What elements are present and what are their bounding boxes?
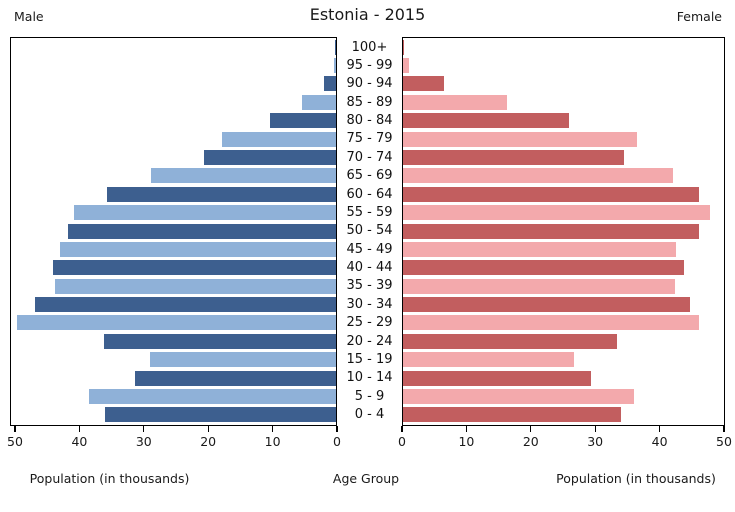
male-bar	[35, 297, 336, 313]
female-bar	[403, 333, 618, 349]
age-group-label: 60 - 64	[346, 186, 393, 202]
x-axis-tick	[78, 426, 81, 432]
male-bar	[151, 168, 336, 184]
x-axis-tick	[594, 426, 596, 432]
female-bar	[403, 278, 675, 294]
x-axis-tick-label: 40	[71, 434, 88, 449]
age-group-label: 45 - 49	[346, 241, 393, 257]
age-group-label: 15 - 19	[346, 351, 393, 367]
x-axis-tick	[336, 426, 338, 432]
female-bar	[403, 315, 700, 331]
female-bar	[403, 352, 575, 368]
x-axis-tick	[658, 426, 661, 432]
age-group-label: 95 - 99	[346, 57, 393, 73]
female-bar	[403, 168, 673, 184]
male-bar	[301, 94, 336, 110]
x-axis-tick-label: 50	[716, 434, 732, 449]
female-bar	[403, 186, 700, 202]
male-bar	[222, 131, 336, 147]
age-group-label: 70 - 74	[346, 149, 393, 165]
male-bar	[323, 76, 336, 92]
x-axis-tick-label: 50	[7, 434, 23, 449]
male-bar	[17, 315, 336, 331]
x-axis-tick-label: 40	[651, 434, 668, 449]
age-group-label: 100+	[351, 39, 388, 55]
age-group-axis-caption: Age Group	[332, 471, 400, 486]
x-axis-tick-label: 20	[522, 434, 539, 449]
male-bar	[104, 333, 336, 349]
x-axis-tick-label: 0	[333, 434, 341, 449]
chart-title: Estonia - 2015	[309, 5, 426, 24]
female-bar	[403, 58, 410, 74]
male-bar	[73, 205, 336, 221]
male-bar	[135, 370, 336, 386]
female-axis-caption: Population (in thousands)	[556, 471, 716, 486]
male-bar	[54, 278, 336, 294]
age-group-label: 0 - 4	[354, 407, 385, 422]
male-bar	[104, 407, 336, 423]
age-group-label: 85 - 89	[346, 94, 393, 110]
x-axis-tick-label: 20	[200, 434, 217, 449]
age-group-label: 35 - 39	[346, 278, 393, 294]
male-bar	[53, 260, 336, 276]
x-axis-tick	[465, 426, 468, 432]
male-bar	[68, 223, 336, 239]
x-axis-tick	[401, 426, 403, 432]
x-axis-tick	[271, 426, 274, 432]
female-bar	[403, 407, 622, 423]
x-axis-tick	[530, 426, 532, 432]
female-bar	[403, 205, 711, 221]
female-bar	[403, 94, 507, 110]
female-bar	[403, 241, 677, 257]
male-bar	[106, 186, 336, 202]
x-axis-tick-label: 0	[398, 434, 406, 449]
male-bar	[203, 149, 336, 165]
age-group-label: 10 - 14	[346, 370, 393, 386]
female-bar	[403, 39, 405, 55]
female-bar	[403, 223, 700, 239]
male-bar	[59, 241, 336, 257]
x-axis-tick	[723, 426, 725, 432]
age-group-label: 5 - 9	[354, 388, 385, 404]
female-header-label: Female	[676, 9, 722, 24]
female-bar	[403, 388, 635, 404]
female-bar	[403, 76, 444, 92]
age-group-label: 20 - 24	[346, 333, 393, 349]
x-axis-tick-label: 10	[458, 434, 475, 449]
female-bar	[403, 260, 684, 276]
male-plot-area	[10, 37, 337, 426]
age-group-label: 90 - 94	[346, 76, 393, 92]
age-group-axis: 100+ 95 - 99 90 - 94 85 - 89 80 - 84 75 - 79 7…	[337, 39, 402, 425]
female-bar	[403, 131, 638, 147]
x-axis-tick-label: 30	[587, 434, 604, 449]
female-bar	[403, 370, 592, 386]
male-axis-caption: Population (in thousands)	[29, 471, 190, 486]
x-axis-tick-label: 30	[135, 434, 152, 449]
age-group-label: 30 - 34	[346, 296, 393, 312]
female-bar	[403, 149, 624, 165]
age-group-label: 55 - 59	[346, 204, 393, 220]
age-group-label: 40 - 44	[346, 260, 393, 275]
female-plot-area	[402, 37, 725, 426]
male-bar	[334, 58, 336, 74]
male-bar	[270, 113, 336, 129]
x-axis-tick-label: 10	[264, 434, 281, 449]
x-axis-tick	[143, 426, 145, 432]
male-bar	[335, 39, 336, 55]
x-axis-tick	[14, 426, 16, 432]
age-group-label: 25 - 29	[346, 315, 393, 331]
male-bar	[88, 388, 336, 404]
female-bar	[403, 113, 569, 129]
male-header-label: Male	[14, 9, 44, 24]
age-group-label: 50 - 54	[346, 223, 393, 239]
x-axis-tick	[207, 426, 209, 432]
female-bar	[403, 297, 691, 313]
male-bar	[149, 352, 336, 368]
age-group-label: 80 - 84	[346, 113, 393, 128]
age-group-label: 65 - 69	[346, 168, 393, 184]
age-group-label: 75 - 79	[346, 131, 393, 147]
